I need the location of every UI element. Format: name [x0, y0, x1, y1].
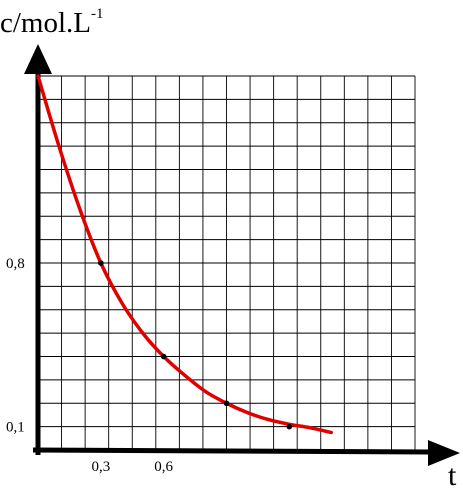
x-axis-arrow — [428, 440, 460, 466]
y-axis-label-sup: -1 — [91, 6, 104, 22]
points — [98, 260, 293, 430]
x-axis-label: t — [448, 459, 457, 488]
x-tick-label: 0,3 — [91, 459, 110, 475]
data-point — [160, 353, 167, 360]
y-tick-label: 0,1 — [6, 420, 25, 436]
y-tick-label: 0,8 — [6, 256, 25, 272]
data-point — [98, 260, 104, 266]
tick-labels: 0,3 0,6 0,8 0,1 — [6, 256, 174, 475]
grid — [37, 75, 416, 451]
y-axis-arrow — [24, 44, 52, 74]
concentration-curve — [36, 74, 333, 435]
axes — [24, 44, 460, 466]
data-point — [223, 400, 230, 407]
data-point — [286, 423, 293, 430]
y-axis-label: c/mol.L-1 — [0, 6, 104, 39]
y-axis-label-main: c/mol.L — [0, 7, 91, 39]
x-axis-line — [32, 447, 431, 455]
x-tick-label: 0,6 — [154, 459, 173, 475]
series — [36, 74, 333, 435]
